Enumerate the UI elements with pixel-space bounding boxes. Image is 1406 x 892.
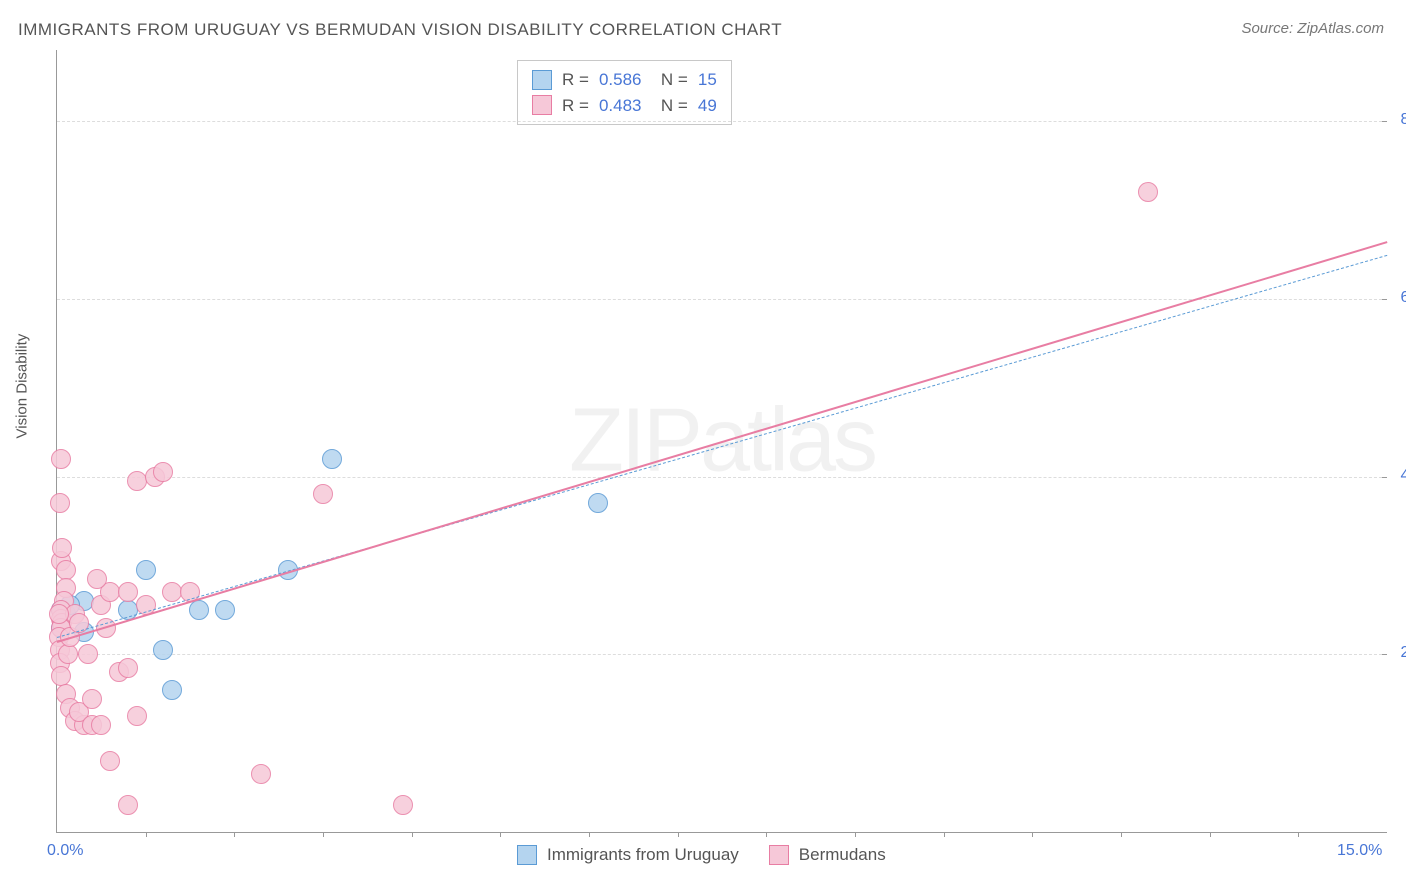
data-point — [162, 680, 182, 700]
gridline — [57, 299, 1387, 300]
chart-title: IMMIGRANTS FROM URUGUAY VS BERMUDAN VISI… — [18, 20, 782, 40]
x-tick — [412, 832, 413, 837]
y-tick — [1382, 299, 1387, 300]
data-point — [49, 604, 69, 624]
x-tick — [855, 832, 856, 837]
data-point — [393, 795, 413, 815]
legend-item: Immigrants from Uruguay — [517, 845, 739, 865]
y-tick-label: 4.0% — [1401, 467, 1406, 485]
legend-n-value: 15 — [698, 67, 717, 93]
x-tick — [589, 832, 590, 837]
legend-item: Bermudans — [769, 845, 886, 865]
legend-n-label: N = — [651, 93, 687, 119]
data-point — [118, 582, 138, 602]
data-point — [118, 658, 138, 678]
x-tick — [678, 832, 679, 837]
y-tick — [1382, 121, 1387, 122]
x-tick — [323, 832, 324, 837]
data-point — [313, 484, 333, 504]
data-point — [51, 666, 71, 686]
gridline — [57, 121, 1387, 122]
data-point — [322, 449, 342, 469]
legend-swatch — [517, 845, 537, 865]
legend-r-label: R = — [562, 67, 589, 93]
chart-container: IMMIGRANTS FROM URUGUAY VS BERMUDAN VISI… — [0, 0, 1406, 892]
data-point — [52, 538, 72, 558]
y-tick — [1382, 477, 1387, 478]
data-point — [58, 644, 78, 664]
legend-n-value: 49 — [698, 93, 717, 119]
data-point — [215, 600, 235, 620]
x-tick-label: 0.0% — [47, 842, 83, 860]
x-tick — [234, 832, 235, 837]
legend-row: R = 0.483 N = 49 — [532, 93, 717, 119]
legend-r-value: 0.483 — [599, 93, 642, 119]
trend-line — [57, 241, 1388, 643]
gridline — [57, 654, 1387, 655]
x-tick — [1032, 832, 1033, 837]
legend-correlation: R = 0.586 N = 15R = 0.483 N = 49 — [517, 60, 732, 125]
data-point — [50, 493, 70, 513]
y-tick-label: 6.0% — [1401, 289, 1406, 307]
data-point — [1138, 182, 1158, 202]
x-tick — [1121, 832, 1122, 837]
legend-label: Immigrants from Uruguay — [547, 845, 739, 865]
legend-swatch — [532, 70, 552, 90]
data-point — [91, 715, 111, 735]
data-point — [118, 795, 138, 815]
y-tick-label: 2.0% — [1401, 644, 1406, 662]
x-tick — [500, 832, 501, 837]
y-tick — [1382, 654, 1387, 655]
data-point — [189, 600, 209, 620]
x-tick-label: 15.0% — [1337, 842, 1382, 860]
x-tick — [944, 832, 945, 837]
plot-area: ZIPatlas R = 0.586 N = 15R = 0.483 N = 4… — [56, 50, 1387, 833]
x-tick — [1210, 832, 1211, 837]
data-point — [51, 449, 71, 469]
x-tick — [146, 832, 147, 837]
legend-label: Bermudans — [799, 845, 886, 865]
gridline — [57, 477, 1387, 478]
legend-series: Immigrants from Uruguay Bermudans — [517, 845, 886, 865]
legend-swatch — [532, 95, 552, 115]
legend-swatch — [769, 845, 789, 865]
data-point — [78, 644, 98, 664]
legend-row: R = 0.586 N = 15 — [532, 67, 717, 93]
data-point — [251, 764, 271, 784]
data-point — [153, 462, 173, 482]
legend-r-value: 0.586 — [599, 67, 642, 93]
data-point — [82, 689, 102, 709]
data-point — [87, 569, 107, 589]
data-point — [153, 640, 173, 660]
data-point — [100, 751, 120, 771]
legend-r-label: R = — [562, 93, 589, 119]
x-tick — [1298, 832, 1299, 837]
y-axis-title: Vision Disability — [14, 334, 31, 439]
y-tick-label: 8.0% — [1401, 111, 1406, 129]
source-label: Source: ZipAtlas.com — [1241, 20, 1384, 37]
data-point — [588, 493, 608, 513]
x-tick — [766, 832, 767, 837]
data-point — [127, 706, 147, 726]
data-point — [136, 560, 156, 580]
legend-n-label: N = — [651, 67, 687, 93]
